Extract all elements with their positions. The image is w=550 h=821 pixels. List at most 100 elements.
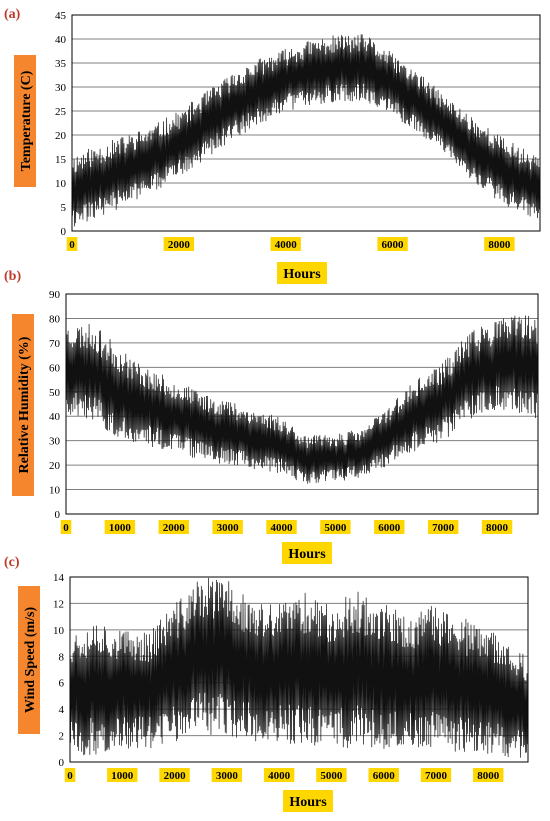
y-tick-label: 90 xyxy=(49,289,61,301)
y-tick-label: 0 xyxy=(55,509,61,521)
x-tick-bg xyxy=(374,520,405,534)
x-tick-bg xyxy=(163,237,195,251)
x-tick-bg xyxy=(420,768,452,782)
ylabel-bg-a xyxy=(14,55,36,187)
y-tick-label: 4 xyxy=(59,704,65,716)
x-tick-label: 7000 xyxy=(432,522,455,534)
y-tick-label: 60 xyxy=(49,362,61,374)
x-tick-bg xyxy=(64,768,76,782)
x-tick-bg xyxy=(104,520,136,534)
x-tick-bg xyxy=(316,768,347,782)
x-tick-bg xyxy=(212,520,243,534)
x-tick-bg xyxy=(368,768,399,782)
y-tick-label: 25 xyxy=(55,106,67,118)
panel-c: (c) Wind Speed (m/s) 0 2 4 6 8 10 12 14 0 1000 200… xyxy=(0,548,550,816)
y-tick-label: 35 xyxy=(55,58,67,70)
x-tick-bg xyxy=(158,520,189,534)
y-tick-label: 2 xyxy=(59,731,65,743)
x-tick-label: 4000 xyxy=(271,522,294,534)
x-tick-bg xyxy=(320,520,351,534)
y-axis-title-b: Relative Humidity (%) xyxy=(17,336,32,473)
x-tick-label: 6000 xyxy=(373,770,396,782)
series-line xyxy=(69,577,529,758)
y-tick-label: 15 xyxy=(55,154,67,166)
chart-c: (c) Wind Speed (m/s) 0 2 4 6 8 10 12 14 0 1000 200… xyxy=(4,555,529,812)
y-tick-label: 80 xyxy=(49,313,61,325)
y-tick-label: 50 xyxy=(49,387,61,399)
x-tick-label: 8000 xyxy=(477,770,500,782)
plot-area-c: 0 2 4 6 8 10 12 14 0 1000 2000 3000 4000 5000 6000 7000… xyxy=(53,572,529,782)
panel-b: (b) Relative Humidity (%) 0 10 20 30 40 50 60 7… xyxy=(0,262,550,568)
x-tick-bg xyxy=(266,520,297,534)
x-tick-bg xyxy=(473,768,504,782)
x-tick-bg xyxy=(270,237,301,251)
ylabel-bg-c xyxy=(18,586,40,734)
x-tick-label: 5000 xyxy=(320,770,343,782)
y-tick-label: 10 xyxy=(49,485,61,497)
series-line xyxy=(65,315,539,484)
y-tick-label: 10 xyxy=(55,178,67,190)
y-tick-label: 20 xyxy=(55,130,67,142)
x-tick-bg xyxy=(66,237,78,251)
x-tick-label: 1000 xyxy=(109,522,132,534)
plot-area-b: 0 10 20 30 40 50 60 70 80 90 0 1000 2000 3000 4000 5000… xyxy=(49,289,539,534)
x-axis-title-c: Hours xyxy=(289,795,327,810)
x-axis-title-a: Hours xyxy=(283,267,321,282)
y-tick-label: 45 xyxy=(55,10,67,22)
y-tick-label: 10 xyxy=(53,625,65,637)
series-line xyxy=(71,34,541,227)
panel-label-a: (a) xyxy=(4,7,21,22)
x-tick-bg xyxy=(481,520,513,534)
y-tick-label: 70 xyxy=(49,338,61,350)
y-tick-label: 20 xyxy=(49,460,61,472)
x-tick-label: 5000 xyxy=(324,522,347,534)
y-axis-title-c: Wind Speed (m/s) xyxy=(23,607,38,714)
x-tick-label: 0 xyxy=(67,770,73,782)
x-tick-label: 3000 xyxy=(216,770,239,782)
x-tick-label: 0 xyxy=(63,522,69,534)
x-tick-label: 6000 xyxy=(382,239,405,251)
y-tick-label: 0 xyxy=(59,757,65,769)
x-tick-label: 3000 xyxy=(217,522,240,534)
x-tick-bg xyxy=(377,237,408,251)
ylabel-bg-b xyxy=(12,314,34,496)
xlabel-bg-b xyxy=(282,542,332,564)
x-tick-bg xyxy=(159,768,190,782)
chart-a: (a) Temperature (C) 0 5 10 15 20 25 30 35 40 45 0 2… xyxy=(4,7,541,284)
xlabel-bg-a xyxy=(277,262,327,284)
y-tick-label: 5 xyxy=(61,202,67,214)
x-tick-label: 7000 xyxy=(425,770,448,782)
plot-area-a: 0 5 10 15 20 25 30 35 40 45 0 2000 4000 6000 8000 xyxy=(55,10,541,251)
plot-frame xyxy=(71,14,541,232)
y-tick-label: 0 xyxy=(61,226,67,238)
x-tick-bg xyxy=(107,768,138,782)
x-tick-label: 2000 xyxy=(164,770,187,782)
x-tick-label: 2000 xyxy=(163,522,186,534)
x-tick-label: 0 xyxy=(69,239,75,251)
panel-label-b: (b) xyxy=(4,269,21,284)
plot-frame xyxy=(65,293,539,515)
y-tick-label: 30 xyxy=(49,436,61,448)
y-tick-label: 30 xyxy=(55,82,67,94)
x-tick-bg xyxy=(60,520,72,534)
xlabel-bg-c xyxy=(283,790,333,812)
x-axis-title-b: Hours xyxy=(288,547,326,562)
x-tick-label: 1000 xyxy=(111,770,134,782)
x-tick-bg xyxy=(211,768,243,782)
x-tick-label: 4000 xyxy=(268,770,291,782)
x-tick-label: 8000 xyxy=(488,239,511,251)
x-tick-bg xyxy=(484,237,515,251)
x-tick-label: 4000 xyxy=(275,239,298,251)
y-tick-label: 12 xyxy=(53,598,64,610)
x-tick-label: 2000 xyxy=(168,239,191,251)
plot-frame xyxy=(69,576,529,763)
y-tick-label: 14 xyxy=(53,572,65,584)
y-tick-label: 6 xyxy=(59,678,65,690)
y-axis-title-a: Temperature (C) xyxy=(19,70,34,171)
x-tick-bg xyxy=(427,520,459,534)
x-tick-bg xyxy=(263,768,295,782)
y-tick-label: 40 xyxy=(55,34,67,46)
panel-a: (a) Temperature (C) 0 5 10 15 20 25 30 35 40 45 0 2… xyxy=(0,0,550,288)
panel-label-c: (c) xyxy=(4,555,20,570)
x-tick-label: 6000 xyxy=(378,522,401,534)
